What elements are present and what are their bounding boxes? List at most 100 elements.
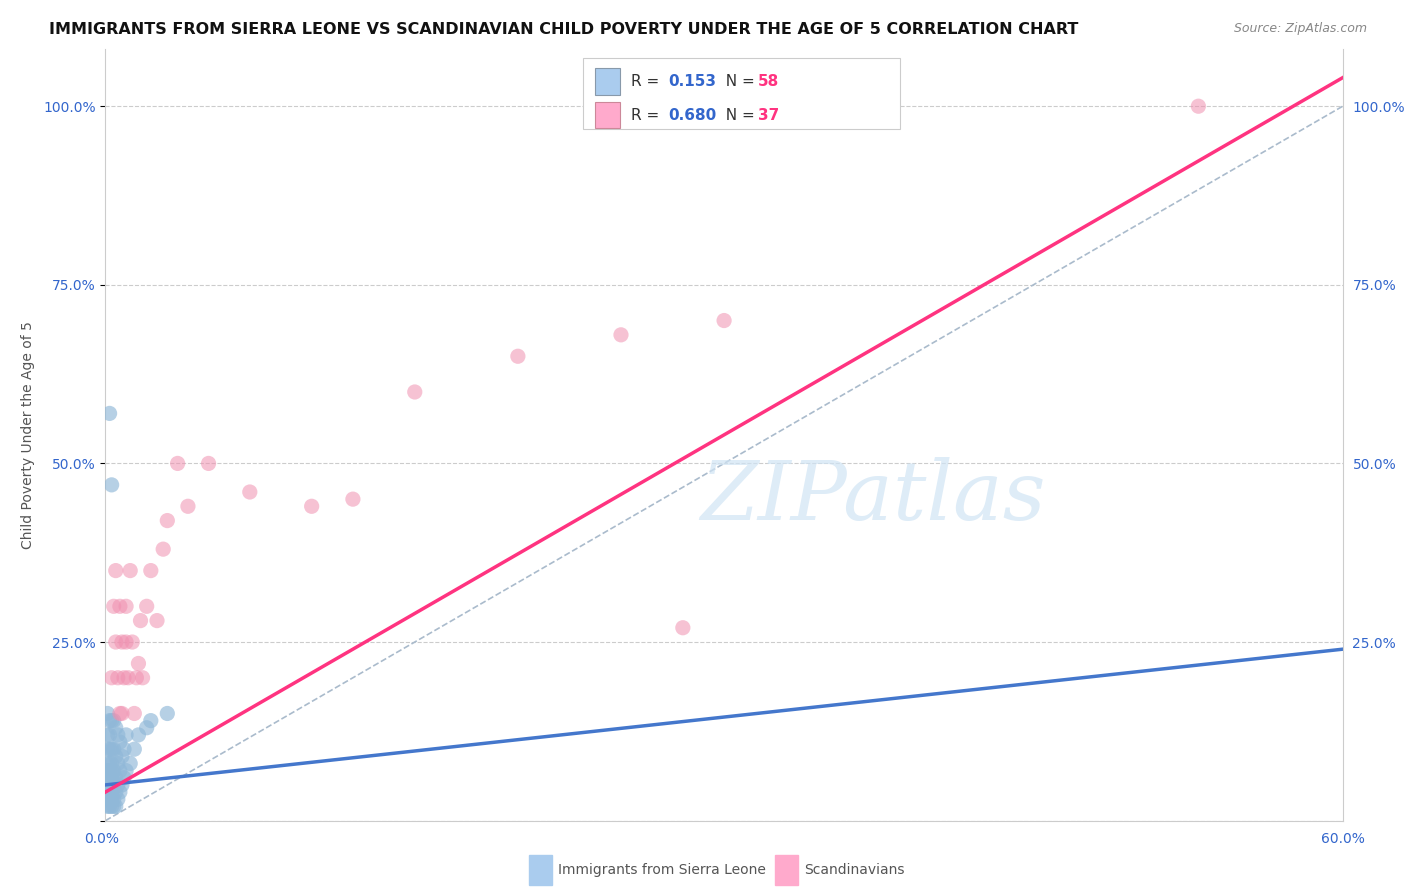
Point	[301, 500, 323, 514]
Point	[96, 771, 118, 785]
Point	[103, 792, 125, 806]
Text: R =: R =	[631, 108, 665, 122]
Point	[139, 714, 162, 728]
Point	[121, 635, 143, 649]
Point	[104, 785, 127, 799]
Point	[98, 778, 121, 792]
Point	[127, 657, 149, 671]
Text: R =: R =	[631, 74, 665, 89]
Point	[104, 721, 127, 735]
Text: 60.0%: 60.0%	[1320, 832, 1365, 846]
Text: 0.153: 0.153	[668, 74, 716, 89]
Point	[672, 621, 695, 635]
Point	[100, 756, 122, 771]
Text: 0.680: 0.680	[668, 108, 716, 122]
Point	[96, 706, 118, 721]
Point	[124, 742, 146, 756]
Point	[104, 635, 127, 649]
Point	[107, 671, 129, 685]
Point	[98, 785, 121, 799]
Point	[96, 742, 118, 756]
Point	[146, 614, 169, 628]
Point	[100, 771, 122, 785]
Point	[107, 728, 129, 742]
Point	[152, 542, 174, 557]
Point	[166, 457, 188, 471]
Point	[96, 799, 118, 814]
Point	[100, 764, 122, 778]
Point	[96, 728, 118, 742]
Text: N =: N =	[716, 74, 759, 89]
Point	[100, 478, 122, 492]
Text: N =: N =	[716, 108, 759, 122]
Point	[713, 313, 735, 327]
Point	[139, 564, 162, 578]
Point	[98, 756, 121, 771]
Point	[135, 599, 157, 614]
Point	[156, 514, 179, 528]
Y-axis label: Child Poverty Under the Age of 5: Child Poverty Under the Age of 5	[21, 321, 35, 549]
Point	[115, 635, 138, 649]
Point	[96, 778, 118, 792]
Point	[98, 728, 121, 742]
Point	[107, 778, 129, 792]
Point	[108, 599, 131, 614]
Point	[125, 671, 148, 685]
Point	[103, 778, 125, 792]
Point	[104, 564, 127, 578]
Text: Scandinavians: Scandinavians	[804, 863, 904, 877]
Point	[115, 764, 138, 778]
Point	[98, 714, 121, 728]
Point	[96, 792, 118, 806]
Point	[610, 327, 633, 342]
Point	[98, 792, 121, 806]
Point	[100, 714, 122, 728]
Point	[131, 671, 153, 685]
Point	[115, 728, 138, 742]
Point	[107, 792, 129, 806]
Point	[100, 742, 122, 756]
Point	[404, 384, 426, 399]
Point	[506, 349, 529, 363]
Point	[127, 728, 149, 742]
Point	[98, 742, 121, 756]
Point	[129, 614, 152, 628]
Point	[111, 749, 134, 764]
Point	[96, 756, 118, 771]
Text: Immigrants from Sierra Leone: Immigrants from Sierra Leone	[558, 863, 766, 877]
Point	[100, 671, 122, 685]
Point	[103, 764, 125, 778]
Point	[107, 756, 129, 771]
Point	[197, 457, 219, 471]
Point	[108, 785, 131, 799]
Point	[111, 706, 134, 721]
Text: IMMIGRANTS FROM SIERRA LEONE VS SCANDINAVIAN CHILD POVERTY UNDER THE AGE OF 5 CO: IMMIGRANTS FROM SIERRA LEONE VS SCANDINA…	[49, 22, 1078, 37]
Point	[103, 599, 125, 614]
Point	[108, 706, 131, 721]
Point	[96, 764, 118, 778]
Point	[239, 485, 262, 500]
Text: 58: 58	[758, 74, 779, 89]
Point	[112, 742, 135, 756]
Text: 0.0%: 0.0%	[84, 832, 118, 846]
Point	[1187, 99, 1209, 113]
Point	[120, 564, 142, 578]
Point	[104, 799, 127, 814]
Point	[98, 771, 121, 785]
Point	[120, 756, 142, 771]
Point	[115, 599, 138, 614]
Point	[100, 799, 122, 814]
Point	[112, 671, 135, 685]
Point	[98, 764, 121, 778]
Text: ZIPatlas: ZIPatlas	[700, 457, 1045, 537]
Point	[100, 792, 122, 806]
Point	[117, 671, 139, 685]
Point	[98, 799, 121, 814]
Point	[111, 635, 134, 649]
Point	[156, 706, 179, 721]
Text: Source: ZipAtlas.com: Source: ZipAtlas.com	[1233, 22, 1367, 36]
Point	[103, 714, 125, 728]
Point	[104, 749, 127, 764]
Point	[177, 500, 200, 514]
Point	[98, 406, 121, 420]
